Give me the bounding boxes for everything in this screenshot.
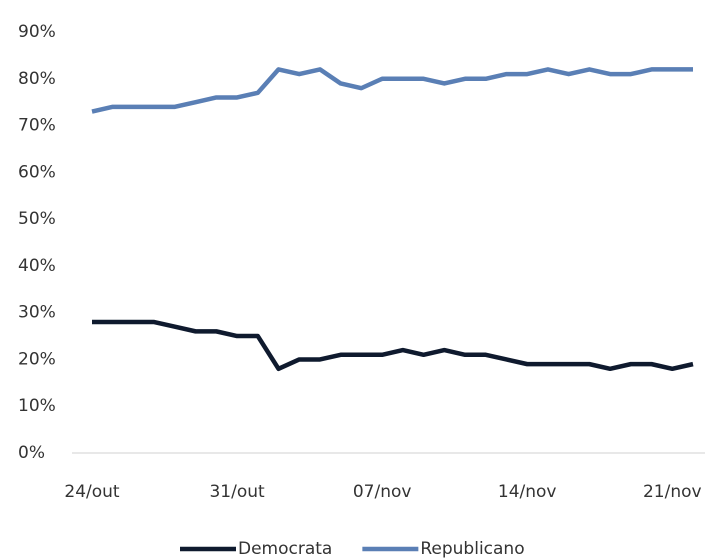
y-tick-label: 80% (18, 69, 56, 89)
y-tick-label: 30% (18, 303, 56, 323)
legend-label: Republicano (420, 539, 524, 559)
x-tick-label: 21/nov (643, 482, 702, 502)
y-tick-label: 50% (18, 209, 56, 229)
y-tick-label: 40% (18, 256, 56, 276)
x-tick-label: 24/out (64, 482, 120, 502)
y-tick-label: 90% (18, 22, 56, 42)
legend-label: Democrata (238, 539, 332, 559)
x-tick-label: 14/nov (498, 482, 557, 502)
x-tick-label: 31/out (209, 482, 265, 502)
y-tick-label: 70% (18, 116, 56, 136)
line-series (92, 319, 694, 372)
y-tick-label: 10% (18, 396, 56, 416)
y-tick-label: 0% (18, 443, 45, 463)
y-tick-label: 60% (18, 162, 56, 182)
y-tick-label: 20% (18, 349, 56, 369)
line-series (91, 67, 693, 114)
x-tick-label: 07/nov (353, 482, 412, 502)
